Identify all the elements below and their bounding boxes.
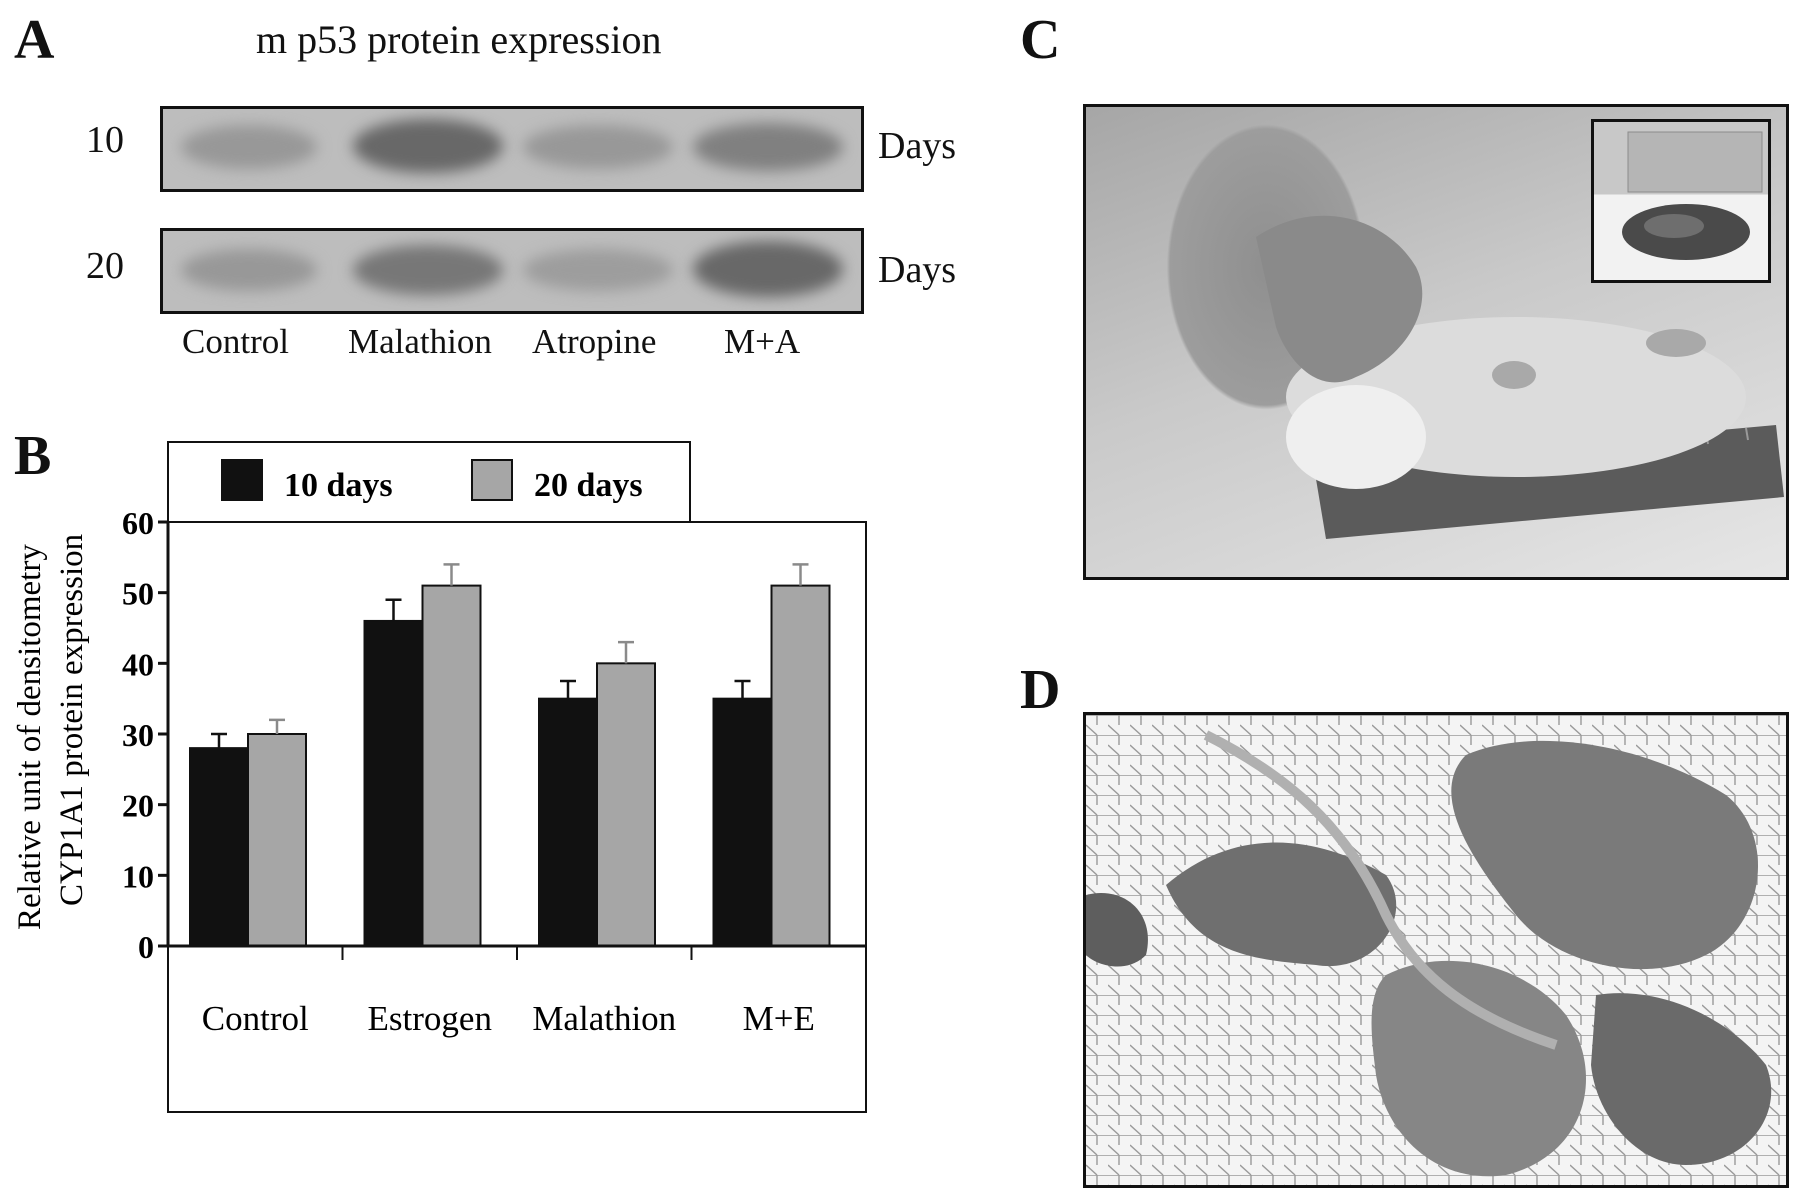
lane-label-m-plus-a: M+A xyxy=(724,322,801,361)
blot-band xyxy=(353,119,503,173)
blot-row-label-20: 20 xyxy=(86,245,124,287)
tumor-mass xyxy=(1286,385,1426,489)
western-blot-10-days xyxy=(160,106,864,192)
lane-label-malathion: Malathion xyxy=(348,322,492,361)
bar-chart: 10 days 20 days 0 10 20 30 40 50 60 Control Est… xyxy=(12,441,867,1113)
blot-row-unit-20: Days xyxy=(878,249,957,291)
panel-d-letter: D xyxy=(1020,659,1061,721)
y-tick-label: 20 xyxy=(122,788,154,824)
bar xyxy=(363,619,424,948)
inset-ruler xyxy=(1627,131,1763,193)
y-axis: 0 10 20 30 40 50 60 xyxy=(122,505,170,965)
panel-a-title: m p53 protein expression xyxy=(256,17,662,62)
blot-band xyxy=(181,249,317,291)
bar xyxy=(712,697,773,947)
tumor-tissue-region xyxy=(1371,960,1586,1177)
blot-band xyxy=(353,245,503,295)
blot-band xyxy=(693,241,843,297)
tumor-tissue-region xyxy=(1591,993,1772,1165)
tumor-tissue-region xyxy=(1451,740,1759,970)
bar xyxy=(421,584,482,947)
blot-row-label-10: 10 xyxy=(86,119,124,161)
blot-band xyxy=(523,249,673,291)
lane-label-atropine: Atropine xyxy=(532,322,657,361)
tumor-tissue-region xyxy=(1086,893,1148,967)
mouse-paw xyxy=(1646,329,1706,357)
legend-label-10-days: 10 days xyxy=(284,467,393,504)
blot-row-unit-10: Days xyxy=(878,125,957,167)
y-tick-label: 50 xyxy=(122,576,154,612)
mouse-tumor-photo xyxy=(1083,104,1789,580)
y-axis-label-line1: Relative unit of densitometry xyxy=(12,544,48,930)
bar xyxy=(770,584,831,947)
y-tick-label: 40 xyxy=(122,646,154,682)
y-tick-label: 30 xyxy=(122,717,154,753)
bars xyxy=(189,563,831,948)
panel-a-letter: A xyxy=(14,9,55,71)
blot-band xyxy=(693,123,843,171)
y-tick-label: 0 xyxy=(138,929,154,965)
mouse-paw xyxy=(1492,361,1536,389)
legend-label-20-days: 20 days xyxy=(534,467,643,504)
x-tick-label: Estrogen xyxy=(368,999,492,1038)
gloved-hand xyxy=(1256,215,1423,383)
legend-swatch-10-days xyxy=(221,459,263,501)
y-tick-label: 10 xyxy=(122,858,154,894)
panel-c-letter: C xyxy=(1020,9,1061,71)
bar xyxy=(596,662,656,947)
lane-label-control: Control xyxy=(182,322,289,361)
western-blot-20-days xyxy=(160,228,864,314)
x-axis: Control Estrogen Malathion M+E xyxy=(167,944,867,1038)
panel-b-letter: B xyxy=(14,425,52,487)
x-tick-label: Control xyxy=(202,999,309,1038)
blot-band xyxy=(523,125,673,169)
bar xyxy=(189,747,249,947)
x-tick-label: M+E xyxy=(743,999,815,1038)
bar xyxy=(247,733,307,947)
bar xyxy=(538,697,598,947)
y-axis-label-line2: CYP1A1 protein expression xyxy=(54,534,90,906)
blot-band xyxy=(181,125,317,169)
tumor-tissue-region xyxy=(1166,842,1397,967)
x-tick-label: Malathion xyxy=(532,999,676,1038)
excised-tumor-inset xyxy=(1591,119,1771,283)
legend-swatch-20-days xyxy=(471,459,513,501)
histology-micrograph xyxy=(1083,712,1789,1188)
y-tick-label: 60 xyxy=(122,505,154,541)
